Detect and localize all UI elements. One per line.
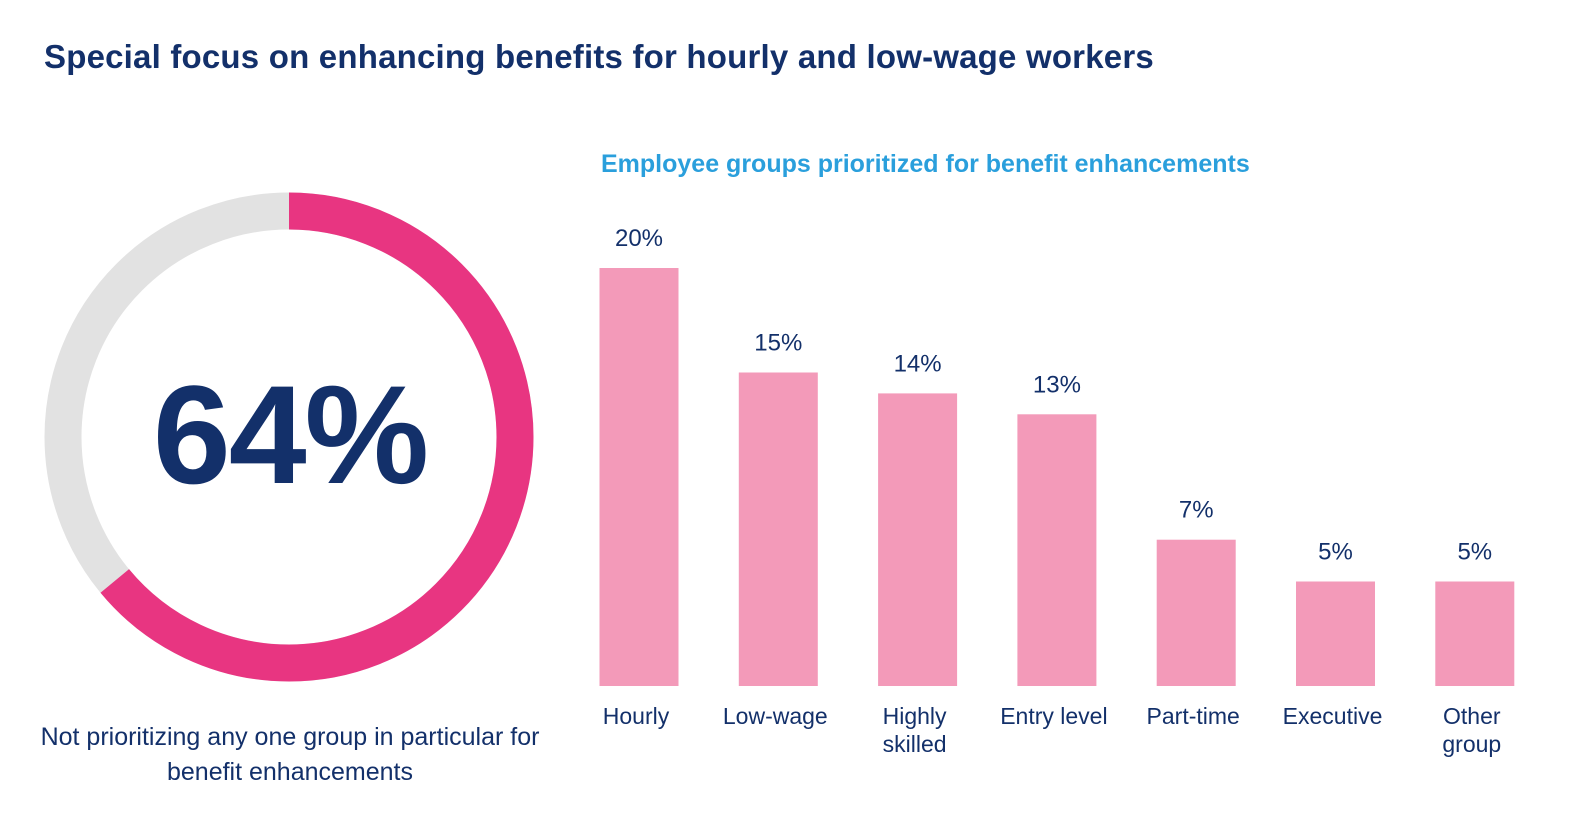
bar-1 <box>738 372 818 686</box>
highlight-caption: Not prioritizing any one group in partic… <box>40 723 540 786</box>
bar-value-label: 7% <box>1179 497 1214 524</box>
bar-0 <box>599 268 679 686</box>
bar-category-label: Highly <box>883 703 947 729</box>
bar-category-label: skilled <box>883 731 947 757</box>
bar-category-label: group <box>1442 731 1501 757</box>
donut-chart <box>44 192 534 682</box>
bar-3 <box>1017 414 1097 686</box>
bar-value-label: 14% <box>894 350 942 377</box>
bar-value-label: 13% <box>1033 371 1081 398</box>
bar-category-label: Entry level <box>1000 703 1107 729</box>
page-title: Special focus on enhancing benefits for … <box>44 38 1154 75</box>
bar-2 <box>878 393 958 686</box>
highlight-percent-value: 64% <box>152 356 429 513</box>
bar-value-label: 5% <box>1457 539 1492 566</box>
bar-chart-title: Employee groups prioritized for benefit … <box>601 150 1250 178</box>
bar-value-label: 5% <box>1318 539 1353 566</box>
bar-6 <box>1435 581 1515 686</box>
bar-category-label: Low-wage <box>723 703 828 729</box>
bar-category-label: Hourly <box>603 703 670 729</box>
bar-value-label: 20% <box>615 225 663 252</box>
donut-filled-arc <box>44 192 534 682</box>
bar-value-label: 15% <box>754 330 802 357</box>
bar-4 <box>1156 539 1236 686</box>
bar-5 <box>1296 581 1375 686</box>
bar-category-label: Other <box>1443 703 1501 729</box>
bar-category-label: Executive <box>1283 703 1383 729</box>
highlight-donut-panel: 64% Not prioritizing any one group in pa… <box>0 0 580 836</box>
bar-category-label: Part-time <box>1147 703 1240 729</box>
